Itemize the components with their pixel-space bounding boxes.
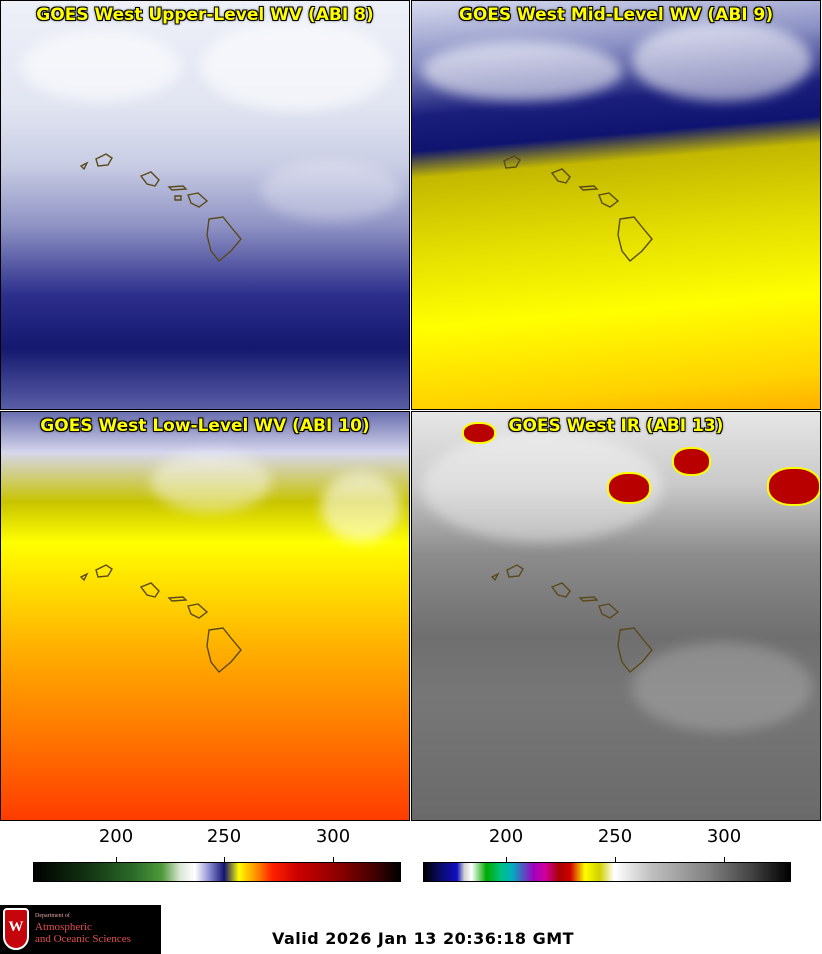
wv-colorbar (33, 862, 401, 882)
cloud-patch (321, 472, 401, 542)
hawaii-islands-outline (79, 153, 242, 262)
low-level-wv-panel: GOES West Low-Level WV (ABI 10) (0, 411, 410, 821)
cloud-patch (632, 642, 812, 732)
panel-title: GOES West Mid-Level WV (ABI 9) (458, 5, 774, 25)
cloud-patch (21, 31, 181, 101)
panel-title: GOES West Upper-Level WV (ABI 8) (36, 5, 374, 25)
uw-crest-icon: W (3, 908, 29, 950)
ir-panel: GOES West IR (ABI 13) (411, 411, 821, 821)
cloud-patch (632, 21, 812, 101)
convective-cell (607, 472, 651, 504)
hawaii-islands-outline (503, 155, 653, 262)
tick-label: 300 (315, 826, 351, 847)
tick-label: 200 (98, 826, 134, 847)
tick-mark (506, 857, 507, 862)
hawaii-islands-outline (79, 564, 242, 673)
panel-title: GOES West IR (ABI 13) (508, 416, 724, 436)
aos-logo: W Department of Atmospheric and Oceanic … (0, 905, 161, 954)
ir-colorbar-axis: 200 250 300 (0, 826, 822, 856)
upper-level-wv-panel: GOES West Upper-Level WV (ABI 8) (0, 0, 410, 410)
tick-mark (333, 857, 334, 862)
logo-line-2: and Oceanic Sciences (35, 933, 131, 945)
cloud-patch (201, 21, 391, 111)
tick-mark (615, 857, 616, 862)
wv-colorbar-axis: 200 250 300 (0, 826, 411, 856)
panel-title: GOES West Low-Level WV (ABI 10) (40, 416, 370, 436)
hawaii-islands-outline (490, 564, 653, 673)
tick-label: 300 (706, 826, 742, 847)
tick-label: 250 (206, 826, 242, 847)
tick-mark (724, 857, 725, 862)
convective-cell (767, 467, 820, 506)
valid-time: Valid 2026 Jan 13 20:36:18 GMT (272, 929, 575, 948)
tick-mark (224, 857, 225, 862)
cloud-patch (422, 41, 622, 101)
logo-line-1: Atmospheric (35, 921, 92, 933)
convective-cell (462, 422, 496, 444)
cloud-patch (151, 452, 271, 512)
ir-colorbar (423, 862, 791, 882)
tick-label: 250 (597, 826, 633, 847)
convective-cell (672, 447, 711, 476)
logo-department-text: Department of (35, 913, 70, 919)
tick-mark (116, 857, 117, 862)
mid-level-wv-panel: GOES West Mid-Level WV (ABI 9) (411, 0, 821, 410)
tick-label: 200 (488, 826, 524, 847)
cloud-patch (261, 161, 401, 221)
